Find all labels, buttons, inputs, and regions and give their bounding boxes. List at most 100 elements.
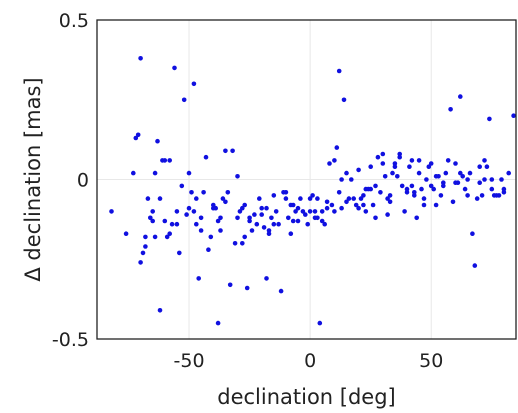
data-point (269, 215, 274, 221)
data-point (242, 234, 247, 240)
y-tick-label: 0 (77, 170, 89, 192)
data-point (511, 113, 516, 118)
data-point (286, 215, 291, 221)
x-axis-ticks: -50 0 50 (174, 350, 444, 372)
data-point (404, 186, 410, 192)
data-point (477, 180, 483, 185)
data-point (266, 228, 272, 233)
data-point (184, 212, 189, 217)
data-point (211, 202, 216, 208)
data-point (319, 209, 325, 214)
data-point (428, 183, 434, 189)
data-point (431, 186, 437, 192)
data-point (501, 186, 507, 192)
data-point (254, 221, 260, 227)
data-point (218, 215, 223, 221)
data-point (194, 221, 199, 227)
data-point (109, 209, 114, 214)
data-point (150, 218, 155, 224)
data-point (150, 209, 155, 214)
data-point (123, 231, 129, 236)
y-tick-label: -0.5 (52, 329, 89, 351)
data-point (436, 174, 441, 179)
data-point (399, 183, 405, 189)
data-point (392, 164, 398, 169)
data-point (482, 158, 487, 163)
data-point (385, 212, 390, 217)
data-point (143, 244, 148, 249)
data-point (412, 193, 417, 198)
data-point (247, 218, 252, 224)
data-point (334, 145, 340, 150)
data-point (244, 285, 250, 291)
data-point (341, 97, 347, 103)
data-point (189, 190, 194, 195)
data-point (206, 247, 211, 252)
data-point (368, 164, 374, 169)
data-point (143, 234, 148, 240)
data-point (261, 225, 267, 230)
data-point (174, 221, 180, 227)
data-point (395, 174, 400, 179)
data-point (482, 177, 487, 182)
data-point (351, 196, 357, 201)
data-point (419, 186, 424, 192)
data-point (416, 158, 422, 163)
data-point (220, 196, 226, 201)
data-point (227, 282, 233, 288)
data-point (441, 183, 446, 189)
data-point (368, 186, 374, 192)
data-points (109, 56, 516, 326)
data-point (344, 199, 349, 205)
data-point (264, 205, 269, 211)
data-point (194, 196, 199, 201)
data-point (324, 205, 330, 211)
data-point (198, 228, 204, 233)
data-point (273, 209, 279, 214)
data-point (487, 116, 492, 122)
data-point (322, 221, 328, 227)
data-point (288, 231, 294, 236)
data-point (240, 205, 245, 211)
data-point (290, 218, 296, 224)
data-point (489, 177, 495, 182)
data-point (373, 183, 378, 189)
data-point (310, 193, 315, 198)
data-point (479, 193, 485, 198)
data-point (370, 202, 376, 208)
data-point (155, 138, 160, 144)
data-point (494, 193, 499, 198)
data-point (465, 193, 470, 198)
data-point (453, 180, 458, 185)
data-point (167, 158, 172, 163)
data-point (324, 199, 330, 205)
data-point (428, 161, 434, 166)
data-point (407, 164, 412, 169)
data-point (378, 190, 383, 195)
data-point (409, 183, 415, 189)
data-point (450, 199, 456, 205)
data-point (438, 193, 444, 198)
data-point (339, 205, 344, 211)
data-point (225, 190, 231, 195)
data-point (467, 170, 473, 176)
data-point (181, 97, 187, 103)
data-point (484, 164, 490, 169)
data-point (138, 56, 143, 61)
data-point (327, 161, 332, 166)
data-point (458, 170, 463, 176)
data-point (276, 221, 281, 227)
data-point (215, 218, 221, 224)
data-point (179, 183, 185, 189)
data-point (208, 234, 214, 240)
data-point (162, 218, 168, 224)
data-point (356, 167, 361, 173)
plot-frame (96, 19, 517, 340)
data-point (162, 158, 168, 163)
data-point (196, 276, 201, 281)
data-point (344, 170, 349, 176)
data-point (382, 174, 388, 179)
data-point (295, 205, 301, 211)
data-point (223, 199, 228, 205)
